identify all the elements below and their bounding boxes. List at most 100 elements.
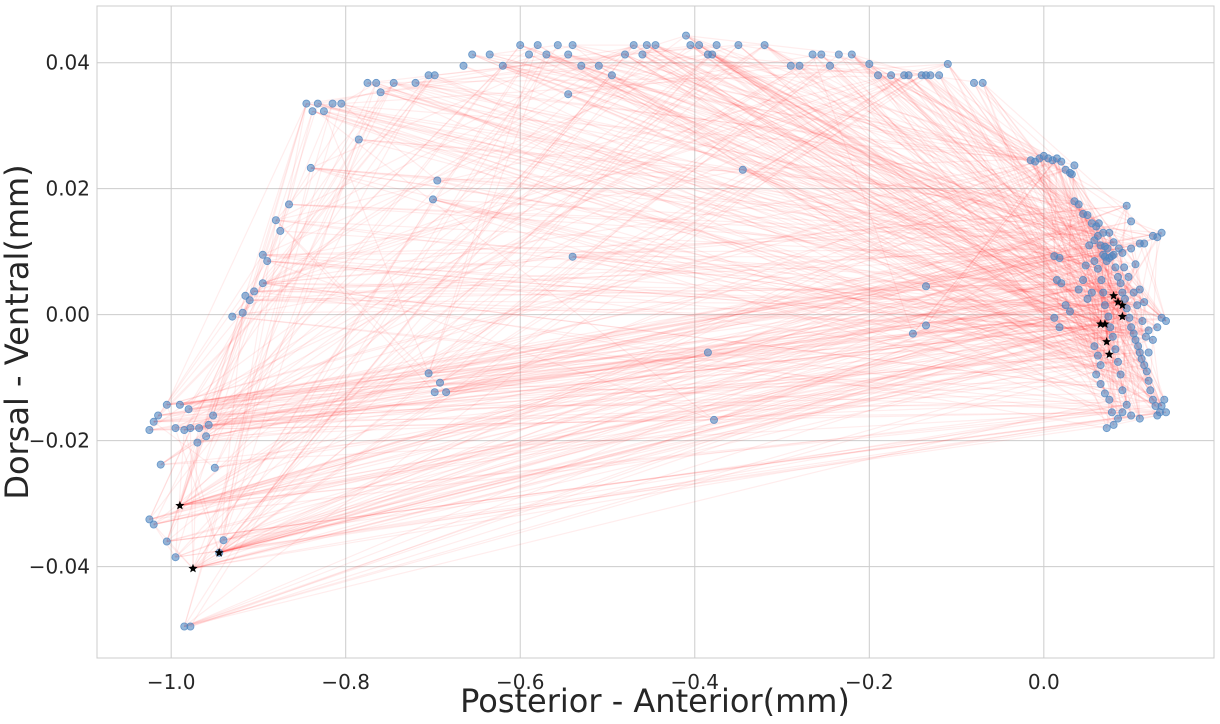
connection-line	[157, 65, 504, 416]
data-point	[442, 388, 451, 397]
y-axis-title: Dorsal - Ventral(mm)	[0, 164, 36, 499]
connection-line	[471, 53, 1106, 325]
star-marker	[188, 563, 198, 573]
connection-line	[153, 316, 1123, 526]
connection-line	[184, 358, 1142, 628]
data-point	[1157, 313, 1166, 322]
connection-line	[764, 44, 1123, 391]
connection-line	[148, 291, 255, 520]
data-point	[568, 252, 577, 261]
connection-line	[1060, 161, 1136, 265]
connection-line	[415, 82, 1106, 325]
connection-line	[624, 53, 1110, 355]
connection-line	[153, 326, 1158, 423]
connection-line	[218, 74, 905, 554]
connection-line	[851, 54, 1084, 215]
data-point	[708, 50, 717, 59]
connection-line	[973, 82, 1058, 159]
data-point	[145, 425, 154, 434]
connection-line	[184, 301, 1145, 628]
data-point	[1127, 244, 1136, 253]
connection-line	[179, 74, 892, 406]
connection-line	[175, 74, 613, 558]
connection-line	[380, 91, 1123, 306]
connection-line	[288, 82, 369, 205]
connection-line	[1069, 301, 1119, 313]
connection-line	[267, 260, 1127, 309]
connection-line	[175, 44, 739, 558]
data-point	[865, 60, 874, 69]
connection-line	[175, 205, 1127, 558]
connection-line	[275, 219, 1130, 319]
data-point	[1090, 236, 1099, 245]
connection-line	[1087, 298, 1138, 306]
connection-line	[908, 74, 1123, 317]
connection-line	[812, 54, 1110, 355]
connection-line	[192, 54, 713, 569]
connection-line	[428, 316, 1123, 374]
connection-line	[1056, 158, 1102, 366]
connection-line	[184, 288, 1079, 431]
connection-line	[166, 300, 251, 542]
connection-line	[713, 317, 1130, 421]
connection-line	[179, 247, 1108, 406]
connection-line	[212, 44, 691, 416]
data-point	[204, 420, 213, 429]
connection-line	[567, 53, 1141, 291]
connection-line	[581, 44, 634, 67]
data-point	[1057, 279, 1066, 288]
connection-line	[716, 44, 1095, 241]
connection-line	[219, 310, 1071, 554]
connection-line	[288, 203, 1105, 258]
data-point	[1090, 342, 1099, 351]
connection-line	[445, 214, 1088, 393]
connection-line	[184, 301, 1119, 628]
data-point	[1142, 367, 1151, 376]
connection-line	[1073, 165, 1113, 257]
connection-line	[1059, 257, 1148, 372]
connection-line	[199, 323, 1105, 429]
connection-line	[1113, 263, 1136, 297]
connection-line	[698, 44, 1086, 267]
x-tick-label: −0.6	[496, 670, 545, 694]
data-point	[1057, 157, 1066, 166]
data-point	[1111, 263, 1120, 272]
connection-line	[158, 392, 1105, 417]
connection-line	[192, 399, 1154, 570]
connection-line	[434, 380, 1149, 393]
connection-line	[685, 35, 1086, 267]
connection-line	[713, 263, 1136, 421]
connection-line	[219, 316, 1123, 554]
connection-line	[208, 232, 1162, 426]
connection-line	[646, 44, 1106, 325]
data-point	[638, 50, 647, 59]
connection-line	[310, 167, 1113, 413]
connection-line	[820, 54, 1126, 300]
data-point	[1146, 386, 1155, 395]
connection-line	[685, 35, 852, 56]
connection-line	[358, 138, 1075, 202]
data-point	[459, 61, 468, 70]
data-point	[1099, 228, 1108, 237]
connection-line	[925, 324, 1110, 355]
connection-line	[192, 54, 840, 569]
connection-line	[306, 103, 1140, 291]
connection-line	[179, 74, 909, 507]
data-point	[1114, 414, 1123, 423]
connection-line	[1121, 305, 1141, 419]
connection-line	[153, 351, 1140, 423]
connection-line	[184, 361, 1119, 431]
connection-line	[222, 199, 434, 541]
connection-line	[340, 103, 438, 181]
connection-line	[231, 74, 430, 317]
connection-line	[698, 44, 1109, 318]
connection-line	[380, 91, 1154, 237]
data-point	[1114, 357, 1123, 366]
connection-line	[254, 254, 1114, 292]
data-point	[1079, 275, 1088, 284]
connection-line	[568, 53, 1036, 163]
connection-line	[434, 74, 1111, 328]
connection-line	[166, 44, 765, 542]
connection-line	[434, 324, 927, 393]
connection-line	[1053, 222, 1093, 257]
